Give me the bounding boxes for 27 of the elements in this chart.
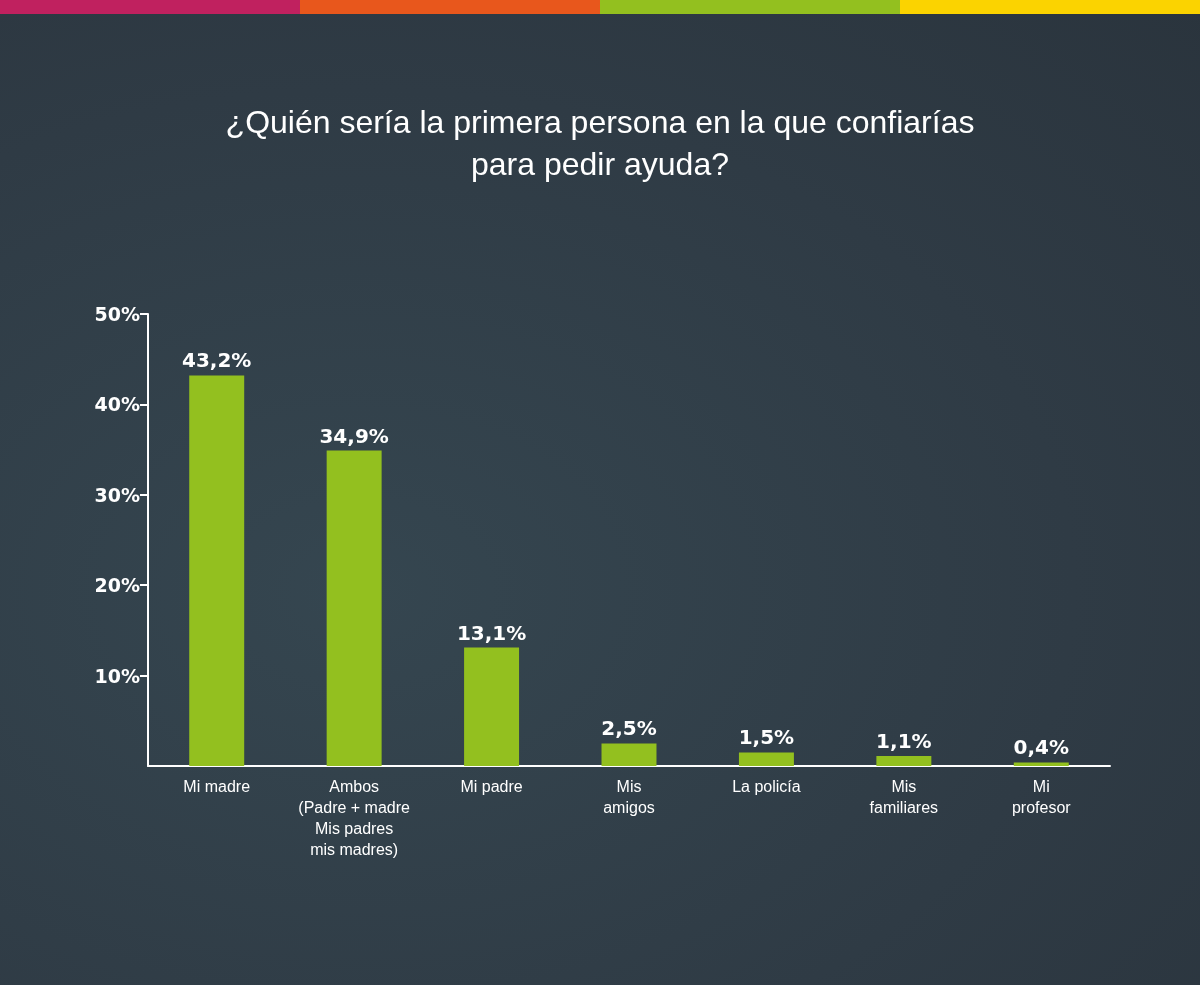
y-tick-label: 10% [94, 664, 140, 687]
y-tick-label: 20% [94, 574, 140, 597]
y-tick-label: 50% [94, 303, 140, 325]
bar [464, 647, 520, 766]
bar [326, 450, 382, 766]
data-label: 2,5% [601, 716, 657, 741]
x-tick-label: La policía [732, 778, 801, 795]
data-label: 0,4% [1013, 735, 1070, 760]
x-tick-label: Mi profesor [1011, 778, 1072, 816]
x-tick-label: Mi madre [183, 778, 251, 795]
bar [738, 752, 794, 766]
x-tick-label: Ambos (Padre + madre Mis padres mis madres) [298, 778, 411, 858]
y-tick-label: 30% [94, 483, 140, 506]
x-tick-label: Mis familiares [869, 778, 939, 816]
chart-title: ¿Quién sería la primera persona en la que confiarías para pedir ayuda? [225, 104, 975, 182]
bar [601, 743, 657, 766]
bar [189, 375, 245, 766]
bar [1013, 762, 1069, 766]
y-tick-label: 40% [94, 393, 140, 416]
data-label: 43,2% [182, 348, 252, 373]
x-tick-label: Mi padre [460, 778, 523, 795]
data-label: 1,1% [876, 729, 932, 754]
data-label: 34,9% [319, 423, 389, 448]
data-label: 13,1% [456, 620, 527, 645]
x-tick-label: Mis amigos [603, 778, 655, 816]
data-label: 1,5% [738, 725, 795, 750]
bar [876, 756, 932, 766]
